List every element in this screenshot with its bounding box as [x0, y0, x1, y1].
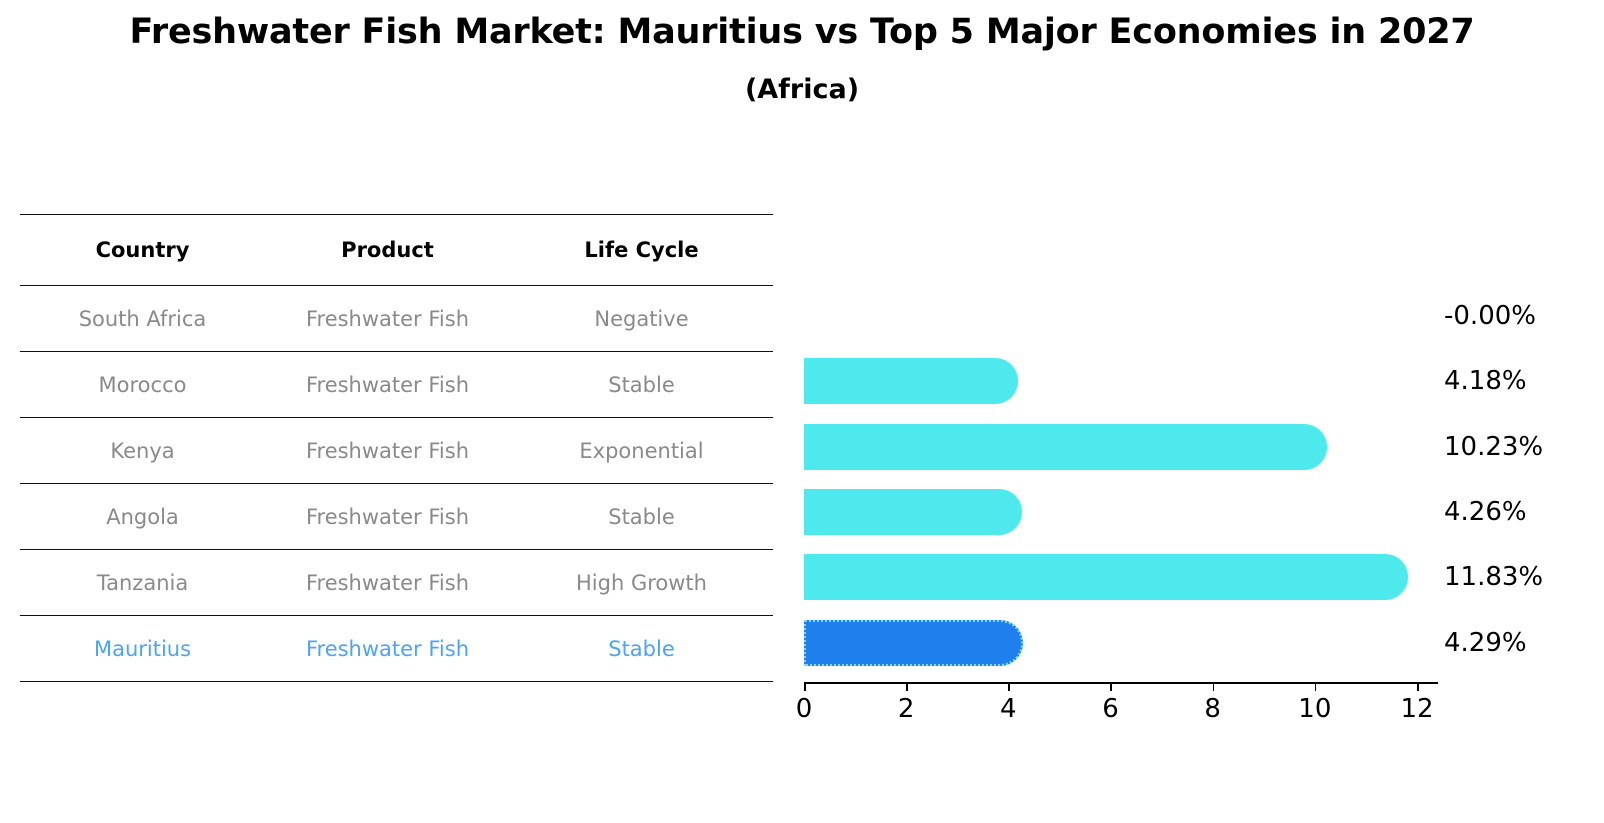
x-axis-tick-label: 8: [1204, 694, 1221, 724]
bar-row: 11.83%: [804, 554, 1543, 601]
table-row: Kenya Freshwater Fish Exponential: [20, 418, 773, 484]
column-header-product: Product: [341, 238, 434, 262]
table-row: Tanzania Freshwater Fish High Growth: [20, 550, 773, 616]
cell-product: Freshwater Fish: [305, 306, 470, 331]
bar-value-label: 4.18%: [1444, 366, 1527, 397]
x-axis-tick-label: 2: [897, 694, 915, 724]
cell-country: South Africa: [78, 306, 207, 331]
cell-product: Freshwater Fish: [305, 438, 470, 463]
cell-life-cycle: Negative: [594, 306, 689, 331]
x-axis-tick: [906, 682, 908, 691]
cell-life-cycle: High Growth: [576, 570, 707, 595]
page-title-line-1: Freshwater Fish Market: Mauritius vs Top…: [129, 12, 1475, 52]
page-title-line-2: (Africa): [744, 74, 860, 105]
cell-country: Kenya: [110, 438, 175, 463]
bar: [804, 423, 1327, 470]
bar-row: 4.26%: [804, 488, 1527, 535]
cell-product: Freshwater Fish: [305, 504, 470, 529]
bar-value-label: 11.83%: [1444, 562, 1544, 593]
x-axis-tick: [1212, 682, 1215, 691]
bar-row: 10.23%: [804, 423, 1543, 470]
x-axis-line: [804, 682, 1438, 684]
cell-life-cycle: Stable: [608, 504, 675, 529]
table-header-row: Country Product Life Cycle: [20, 214, 773, 286]
x-axis-tick-label: 4: [1000, 694, 1017, 724]
page-title: Freshwater Fish Market: Mauritius vs Top…: [0, 10, 1604, 112]
cell-life-cycle: Stable: [608, 372, 675, 397]
cell-life-cycle: Stable: [608, 636, 675, 661]
column-header-country: Country: [95, 238, 190, 262]
cell-country: Tanzania: [96, 570, 189, 595]
comparison-table-container: Country Product Life Cycle South Africa …: [20, 214, 773, 682]
table-row: Morocco Freshwater Fish Stable: [20, 352, 773, 418]
x-axis-tick-label: 12: [1400, 694, 1434, 724]
comparison-table: Country Product Life Cycle South Africa …: [20, 214, 773, 682]
x-axis-tick: [1314, 682, 1317, 691]
bar-value-label: 10.23%: [1444, 431, 1544, 462]
bar: [804, 358, 1018, 405]
x-axis-tick: [1110, 682, 1113, 691]
cell-product: Freshwater Fish: [305, 636, 470, 661]
bar-row: -0.00%: [804, 293, 1536, 339]
bar-highlighted: [804, 619, 1024, 666]
x-axis-tick-label: 6: [1102, 694, 1119, 724]
bar-row: 4.29%: [804, 619, 1527, 666]
cell-country: Mauritius: [93, 636, 192, 661]
table-row: Angola Freshwater Fish Stable: [20, 484, 773, 550]
x-axis-tick: [804, 682, 806, 691]
cell-product: Freshwater Fish: [305, 372, 470, 397]
x-axis-tick-label: 0: [795, 694, 813, 724]
table-header: Country Product Life Cycle: [20, 214, 773, 286]
cell-product: Freshwater Fish: [305, 570, 470, 595]
x-axis-tick: [1008, 682, 1010, 691]
plot-area: -0.00% 4.18% 10.23% 4.26% 11.83% 4.29%: [804, 282, 1543, 682]
bar-row: 4.18%: [804, 358, 1527, 405]
x-axis-tick-label: 10: [1298, 694, 1332, 724]
bar-value-label: 4.29%: [1444, 627, 1527, 658]
column-header-life-cycle: Life Cycle: [584, 238, 699, 262]
table-body: South Africa Freshwater Fish Negative Mo…: [20, 286, 773, 682]
table-row-highlighted: Mauritius Freshwater Fish Stable: [20, 616, 773, 682]
cell-country: Angola: [106, 504, 179, 529]
x-axis-tick: [1416, 682, 1419, 691]
bar-value-label: 4.26%: [1444, 496, 1527, 527]
cell-country: Morocco: [98, 372, 187, 397]
bar: [804, 488, 1022, 535]
bar: [804, 554, 1409, 601]
bar-value-label: -0.00%: [1444, 301, 1536, 331]
table-row: South Africa Freshwater Fish Negative: [20, 286, 773, 352]
cell-life-cycle: Exponential: [579, 438, 704, 463]
